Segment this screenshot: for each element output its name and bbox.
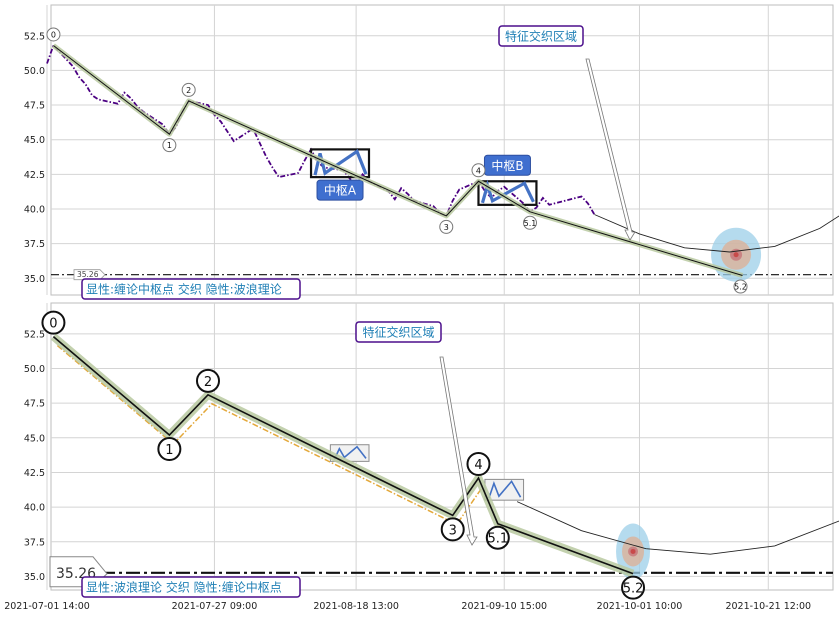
annotation-arrow [585,58,636,241]
y-tick-label: 37.5 [24,239,45,250]
annotation-text: 特征交织区域 [362,325,434,340]
panel-frame-0 [50,4,834,296]
wave-point-label: 5.2 [734,283,747,292]
wave-point-marker [181,82,196,97]
wave-point-label: 1 [167,141,172,150]
x-tick-label: 2021-07-27 09:00 [172,601,258,612]
wave-point-marker [466,451,491,476]
y-tick-label: 50.0 [24,66,45,77]
wave-point-label: 0 [49,317,57,332]
wave-point-marker [523,215,537,230]
y-tick-label: 40.0 [24,503,45,514]
wave-point-marker [41,310,66,335]
pivot-zone-label-box [316,179,364,201]
wave-point-label: 3 [449,523,457,538]
annotation-box [498,25,584,47]
target-zone-center [733,252,739,258]
projection-curve [516,501,839,555]
wave-point-marker [485,525,510,550]
y-tick-label: 35.0 [24,274,45,285]
y-tick-label: 37.5 [24,537,45,548]
wave-point-label: 0 [51,30,56,39]
wave-point-label: 4 [474,458,482,473]
y-tick-label: 47.5 [24,101,45,112]
pivot-zone-stroke [480,179,535,204]
y-tick-label: 35.0 [24,572,45,583]
wave-point-marker [46,27,61,42]
price-line [46,43,596,218]
annotation-box [355,321,442,343]
wave-point-marker [471,163,486,178]
x-tick-label: 2021-09-10 15:00 [461,601,547,612]
y-tick-label: 50.0 [24,364,45,375]
support-label: 35.26 [77,270,99,279]
y-tick-label: 47.5 [24,399,45,410]
pivot-zone-stroke [333,445,367,460]
y-tick-label: 40.0 [24,205,45,216]
projection-curve [594,214,839,253]
x-tick-label: 2021-07-01 14:00 [4,601,90,612]
legend-box [81,278,301,300]
wave-point-label: 3 [444,223,449,232]
wave-point-marker [621,575,646,600]
wave-point-label: 5.1 [524,219,537,228]
wave-point-marker [439,219,454,234]
wave-point-label: 4 [476,166,481,175]
wave-point-marker [162,138,177,153]
x-tick-label: 2021-10-01 10:00 [597,601,683,612]
wave-point-label: 1 [165,443,173,458]
y-tick-label: 45.0 [24,135,45,146]
pivot-zone-label: 中枢A [324,183,357,198]
wave-line [52,335,634,575]
x-tick-label: 2021-10-21 12:00 [725,601,811,612]
pivot-zone-stroke [488,479,522,499]
legend-text: 显性:缠论中枢点 交织 隐性:波浪理论 [86,282,282,297]
wave-point-label: 2 [186,86,191,95]
support-label-flag [73,269,106,281]
x-tick-label: 2021-08-18 13:00 [313,601,399,612]
wave-point-marker [733,279,748,294]
wave-point-marker [157,437,182,462]
annotation-text: 特征交织区域 [505,29,577,44]
legend-box [81,576,301,598]
pivot-zone-label: 中枢B [491,158,523,173]
y-tick-label: 45.0 [24,433,45,444]
wave-point-label: 5.1 [487,532,508,547]
wave-point-label: 5.2 [623,582,644,597]
annotation-arrow [439,356,478,546]
pivot-zone-box [309,148,371,179]
wave-point-label: 2 [204,375,212,390]
y-tick-label: 52.5 [24,329,45,340]
pivot-zone-label-box [483,154,531,176]
pivot-zone-box [477,180,538,206]
wave-line [53,45,743,276]
target-zone-center [630,548,636,554]
y-tick-label: 42.5 [24,468,45,479]
legend-text: 显性:波浪理论 交织 隐性:缠论中枢点 [86,580,282,595]
wave-point-marker [196,368,220,393]
wave-point-marker [440,517,465,542]
y-tick-label: 52.5 [24,31,45,42]
y-tick-label: 42.5 [24,170,45,181]
